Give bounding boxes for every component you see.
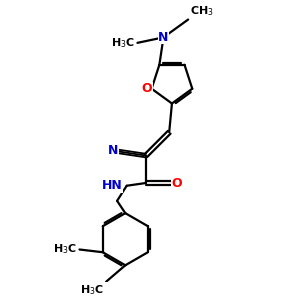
Text: N: N <box>108 144 119 157</box>
Text: O: O <box>172 176 182 190</box>
Text: N: N <box>158 31 169 44</box>
Text: O: O <box>141 82 152 95</box>
Text: H$_3$C: H$_3$C <box>112 36 136 50</box>
Text: CH$_3$: CH$_3$ <box>190 4 214 18</box>
Text: HN: HN <box>102 179 123 192</box>
Text: H$_3$C: H$_3$C <box>80 284 104 297</box>
Text: H$_3$C: H$_3$C <box>53 243 77 256</box>
